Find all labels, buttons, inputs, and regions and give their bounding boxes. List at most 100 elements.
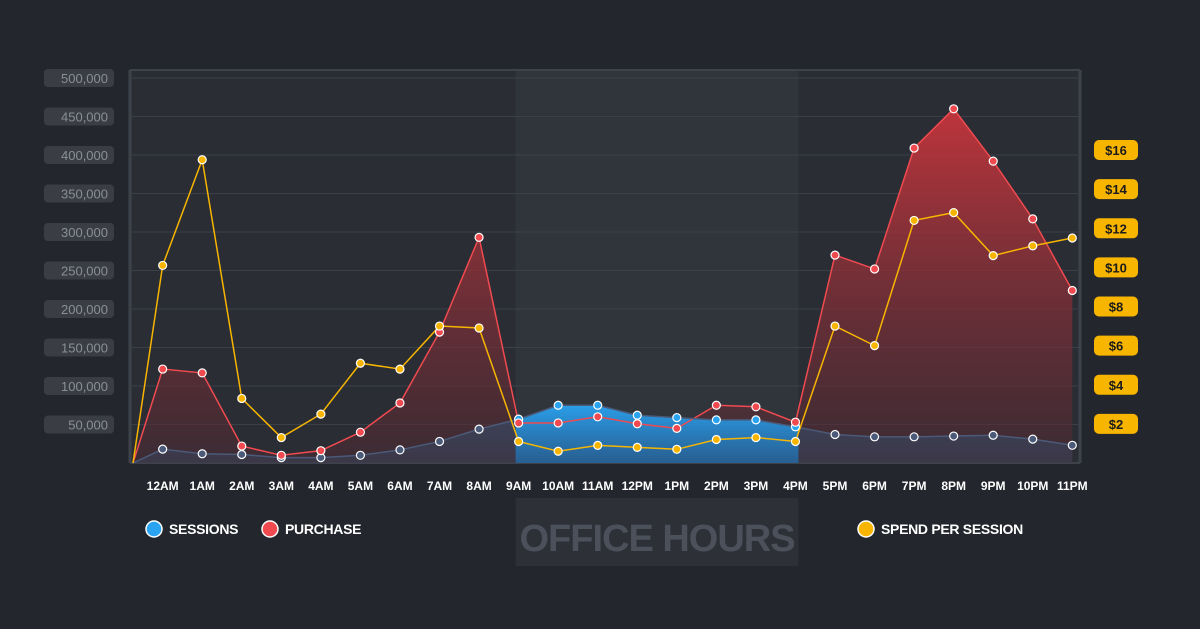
x-tick-label: 2PM <box>704 479 729 493</box>
spend-per-session-point <box>672 444 682 454</box>
left-tick-badge <box>44 146 114 164</box>
purchase-point <box>197 368 207 378</box>
right-tick-label: $8 <box>1109 300 1123 315</box>
right-tick-badge <box>1094 335 1138 356</box>
left-axis: 50,000 100,000 150,000 200,000 250,000 300,00… <box>44 69 114 434</box>
x-tick-label: 8PM <box>941 479 966 493</box>
right-tick-badge <box>1094 179 1138 200</box>
spend-per-session-point <box>276 432 286 443</box>
right-tick-label: $2 <box>1109 417 1123 432</box>
sessions-point <box>395 445 405 455</box>
spend-per-session-point <box>474 323 484 333</box>
legend: SESSIONS PURCHASE SPEND PER SESSION <box>145 520 1023 538</box>
sessions-point <box>672 412 682 423</box>
legend-label-purchase: PURCHASE <box>285 521 361 537</box>
spend-per-session-point <box>197 155 207 165</box>
x-tick-label: 5PM <box>823 479 848 493</box>
x-tick-label: 8AM <box>466 479 491 493</box>
x-tick-label: 10PM <box>1017 479 1048 493</box>
x-tick-label: 1AM <box>190 479 215 493</box>
sessions-point <box>1067 440 1077 450</box>
left-tick-badge <box>44 184 114 203</box>
purchase-point <box>593 412 603 422</box>
purchase-point <box>949 104 959 114</box>
office-hours-label: OFFICE HOURS <box>519 518 794 560</box>
office-hours-band <box>515 70 799 463</box>
left-tick-badge <box>44 223 114 241</box>
right-tick-badge <box>1094 374 1138 395</box>
purchase-point <box>909 143 919 153</box>
spend-per-session-point <box>869 341 880 351</box>
purchase-point <box>316 446 326 456</box>
spend-per-session-point <box>1028 241 1038 251</box>
left-tick-badge <box>44 415 114 434</box>
left-tick-label: 200,000 <box>61 302 108 317</box>
spend-per-session-point <box>751 432 761 443</box>
right-tick-badge <box>1094 296 1138 317</box>
x-tick-label: 7AM <box>427 479 452 493</box>
x-tick-label: 6AM <box>387 479 412 493</box>
x-tick-label: 11AM <box>582 479 613 493</box>
spend-per-session-point <box>316 409 326 419</box>
left-tick-badge <box>44 300 114 318</box>
left-tick-label: 300,000 <box>61 225 108 240</box>
purchase-point <box>790 417 801 427</box>
legend-swatch-sessions <box>145 520 163 538</box>
spend-per-session-point <box>553 446 563 456</box>
x-tick-label: 12AM <box>147 479 179 493</box>
x-tick-label: 3PM <box>744 479 769 493</box>
spend-per-session-point <box>395 364 405 374</box>
sessions-point <box>869 432 880 442</box>
purchase-point <box>237 441 247 451</box>
sessions-area-office-hours <box>515 405 799 463</box>
spend-per-session-point <box>711 434 721 445</box>
right-tick-badge <box>1094 140 1138 160</box>
left-tick-badge <box>44 69 114 87</box>
x-tick-label: 10AM <box>542 479 574 493</box>
left-tick-badge <box>44 107 114 126</box>
spend-per-session-point <box>949 208 959 218</box>
x-axis: 12AM 1AM 2AM 3AM 4AM 5AM 6AM 7AM 8AM 9AM 10AM 11AM 1… <box>147 479 1088 493</box>
purchase-point <box>355 427 366 437</box>
right-tick-label: $12 <box>1105 221 1127 236</box>
legend-label-spend-per-session: SPEND PER SESSION <box>881 521 1023 537</box>
x-tick-label: 11PM <box>1057 479 1088 493</box>
sessions-point <box>593 400 603 410</box>
sessions-point <box>711 415 721 425</box>
purchase-point <box>869 264 880 274</box>
left-tick-badge <box>44 377 114 395</box>
left-tick-label: 150,000 <box>61 341 108 356</box>
legend-label-sessions: SESSIONS <box>169 521 238 537</box>
spend-per-session-point <box>830 321 840 331</box>
sessions-point <box>237 449 247 460</box>
right-tick-label: $16 <box>1105 143 1127 158</box>
purchase-point <box>276 450 286 460</box>
x-tick-label: 12PM <box>622 479 653 493</box>
right-tick-label: $10 <box>1105 260 1127 275</box>
x-tick-label: 7PM <box>902 479 927 493</box>
sessions-point <box>632 410 642 420</box>
purchase-point <box>711 400 721 410</box>
sessions-point <box>197 449 207 459</box>
spend-per-session-point <box>790 436 801 447</box>
spend-per-session-point <box>434 321 445 331</box>
spend-per-session-point <box>237 393 247 404</box>
x-tick-label: 5AM <box>348 479 373 493</box>
data-points <box>158 104 1077 463</box>
sessions-point <box>553 400 563 410</box>
purchase-point <box>553 418 563 428</box>
legend-item-spend-per-session: SPEND PER SESSION <box>857 520 1023 538</box>
left-tick-label: 250,000 <box>61 264 108 279</box>
right-tick-badge <box>1094 257 1138 278</box>
x-tick-label: 9PM <box>981 479 1006 493</box>
purchase-point <box>1067 285 1077 296</box>
purchase-point <box>514 418 524 428</box>
legend-item-purchase: PURCHASE <box>261 520 361 538</box>
spend-per-session-point <box>514 436 524 447</box>
sessions-point <box>949 431 959 441</box>
purchase-point <box>830 250 840 260</box>
sessions-point <box>751 415 761 425</box>
sessions-point <box>830 429 840 440</box>
purchase-point <box>1028 214 1038 224</box>
